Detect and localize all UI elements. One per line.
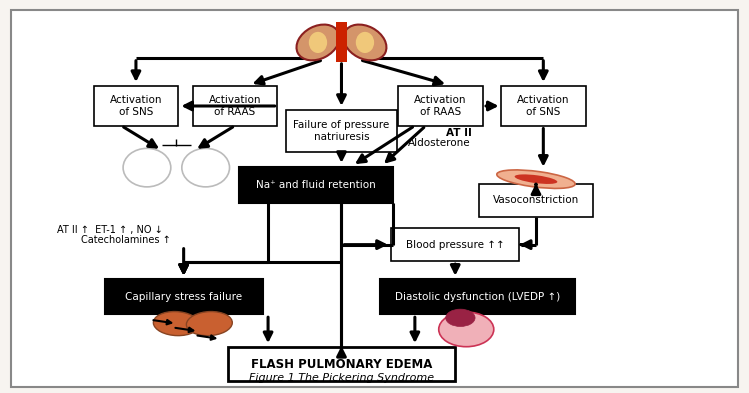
FancyBboxPatch shape [105, 279, 263, 314]
FancyBboxPatch shape [380, 279, 574, 314]
FancyBboxPatch shape [391, 228, 520, 261]
Ellipse shape [187, 312, 232, 336]
Text: Vasoconstriction: Vasoconstriction [493, 195, 579, 206]
Text: AT II: AT II [446, 128, 473, 138]
FancyBboxPatch shape [239, 167, 392, 203]
FancyBboxPatch shape [501, 86, 586, 126]
Text: AT II ↑  ET-1 ↑ , NO ↓: AT II ↑ ET-1 ↑ , NO ↓ [58, 226, 163, 235]
Ellipse shape [497, 170, 575, 188]
Ellipse shape [154, 312, 199, 336]
FancyBboxPatch shape [228, 347, 455, 381]
Text: Aldosterone: Aldosterone [407, 138, 470, 148]
Text: Activation
of RAAS: Activation of RAAS [209, 95, 261, 117]
Text: Catecholamines ↑: Catecholamines ↑ [81, 235, 171, 244]
Text: Capillary stress failure: Capillary stress failure [125, 292, 242, 302]
Ellipse shape [515, 174, 557, 184]
Ellipse shape [309, 32, 327, 53]
FancyBboxPatch shape [94, 86, 178, 126]
FancyBboxPatch shape [286, 110, 396, 152]
FancyBboxPatch shape [479, 184, 593, 217]
Ellipse shape [297, 24, 339, 61]
FancyBboxPatch shape [336, 22, 348, 62]
FancyBboxPatch shape [398, 86, 483, 126]
Text: Figure 1 The Pickering Syndrome: Figure 1 The Pickering Syndrome [249, 373, 434, 383]
Ellipse shape [446, 309, 475, 327]
Text: Activation
of SNS: Activation of SNS [109, 95, 163, 117]
Text: FLASH PULMONARY EDEMA: FLASH PULMONARY EDEMA [251, 358, 432, 371]
Ellipse shape [439, 312, 494, 347]
FancyBboxPatch shape [192, 86, 277, 126]
Text: Activation
of RAAS: Activation of RAAS [414, 95, 467, 117]
Text: Activation
of SNS: Activation of SNS [517, 95, 569, 117]
Ellipse shape [356, 32, 374, 53]
Text: Blood pressure ↑↑: Blood pressure ↑↑ [406, 240, 505, 250]
Ellipse shape [344, 24, 386, 61]
Text: Diastolic dysfunction (LVEDP ↑): Diastolic dysfunction (LVEDP ↑) [395, 292, 560, 302]
Text: Na⁺ and fluid retention: Na⁺ and fluid retention [256, 180, 376, 190]
Text: Failure of pressure
natriuresis: Failure of pressure natriuresis [294, 120, 389, 142]
FancyBboxPatch shape [11, 10, 738, 387]
